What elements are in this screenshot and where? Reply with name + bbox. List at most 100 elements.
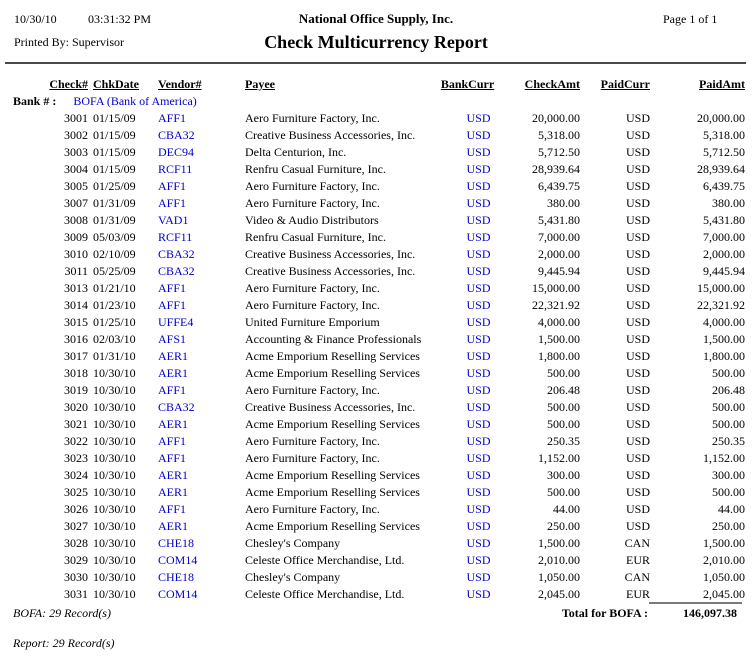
cell-paid-curr: CAN: [624, 536, 650, 550]
cell-vendor-link[interactable]: AFF1: [158, 434, 187, 448]
table-row: 3027 10/30/10 AER1 Acme Emporium Reselling …: [0, 518, 745, 535]
total-divider: [649, 602, 742, 604]
cell-vendor-link[interactable]: CBA32: [158, 247, 195, 261]
cell-bank-curr[interactable]: USD: [466, 553, 491, 567]
cell-bank-curr[interactable]: USD: [466, 111, 491, 125]
cell-chk-date: 02/03/10: [93, 332, 136, 346]
cell-payee: United Furniture Emporium: [245, 315, 380, 329]
cell-check-amt: 2,045.00: [538, 587, 580, 601]
cell-bank-curr[interactable]: USD: [466, 434, 491, 448]
cell-check-amt: 206.48: [547, 383, 580, 397]
cell-bank-curr[interactable]: USD: [466, 128, 491, 142]
cell-vendor-link[interactable]: AER1: [158, 366, 188, 380]
cell-bank-curr[interactable]: USD: [466, 179, 491, 193]
cell-bank-curr[interactable]: USD: [466, 451, 491, 465]
cell-bank-curr[interactable]: USD: [466, 281, 491, 295]
cell-vendor-link[interactable]: CBA32: [158, 264, 195, 278]
cell-vendor-link[interactable]: AFF1: [158, 179, 187, 193]
cell-paid-amt: 5,712.50: [703, 145, 745, 159]
cell-vendor-link[interactable]: CBA32: [158, 128, 195, 142]
cell-vendor-link[interactable]: AFF1: [158, 451, 187, 465]
cell-bank-curr[interactable]: USD: [466, 196, 491, 210]
cell-vendor-link[interactable]: AFF1: [158, 196, 187, 210]
cell-paid-curr: USD: [625, 502, 650, 516]
cell-paid-curr: USD: [625, 145, 650, 159]
cell-vendor-link[interactable]: AER1: [158, 349, 188, 363]
cell-vendor-link[interactable]: RCF11: [158, 230, 193, 244]
cell-vendor-link[interactable]: AFF1: [158, 383, 187, 397]
cell-check-amt: 1,152.00: [538, 451, 580, 465]
table-row: 3028 10/30/10 CHE18 Chesley's Company USD 1,5…: [0, 535, 745, 552]
cell-bank-curr[interactable]: USD: [466, 485, 491, 499]
cell-vendor-link[interactable]: AER1: [158, 519, 188, 533]
table-row: 3002 01/15/09 CBA32 Creative Business Acces…: [0, 127, 745, 144]
cell-bank-curr[interactable]: USD: [466, 230, 491, 244]
cell-vendor-link[interactable]: CHE18: [158, 570, 194, 584]
cell-bank-curr[interactable]: USD: [466, 536, 491, 550]
cell-vendor-link[interactable]: AFF1: [158, 281, 187, 295]
cell-paid-amt: 1,050.00: [703, 570, 745, 584]
cell-paid-curr: USD: [625, 128, 650, 142]
cell-bank-curr[interactable]: USD: [466, 145, 491, 159]
cell-vendor-link[interactable]: AER1: [158, 485, 188, 499]
cell-bank-curr[interactable]: USD: [466, 502, 491, 516]
cell-bank-curr[interactable]: USD: [466, 298, 491, 312]
cell-bank-curr[interactable]: USD: [466, 332, 491, 346]
cell-bank-curr[interactable]: USD: [466, 570, 491, 584]
cell-check-amt: 500.00: [547, 400, 580, 414]
cell-vendor-link[interactable]: CHE18: [158, 536, 194, 550]
cell-bank-curr[interactable]: USD: [466, 417, 491, 431]
cell-paid-amt: 6,439.75: [703, 179, 745, 193]
table-row: 3020 10/30/10 CBA32 Creative Business Acces…: [0, 399, 745, 416]
cell-payee: Aero Furniture Factory, Inc.: [245, 451, 380, 465]
cell-vendor-link[interactable]: AER1: [158, 417, 188, 431]
cell-payee: Aero Furniture Factory, Inc.: [245, 383, 380, 397]
cell-check-amt: 250.35: [547, 434, 580, 448]
cell-paid-amt: 4,000.00: [703, 315, 745, 329]
cell-paid-amt: 380.00: [712, 196, 745, 210]
cell-chk-date: 10/30/10: [93, 366, 136, 380]
cell-bank-curr[interactable]: USD: [466, 400, 491, 414]
cell-chk-date: 10/30/10: [93, 417, 136, 431]
cell-vendor-link[interactable]: CBA32: [158, 400, 195, 414]
col-header-paid-curr: PaidCurr: [600, 77, 650, 91]
cell-check-amt: 4,000.00: [538, 315, 580, 329]
cell-vendor-link[interactable]: VAD1: [158, 213, 189, 227]
cell-bank-curr[interactable]: USD: [466, 383, 491, 397]
cell-bank-curr[interactable]: USD: [466, 247, 491, 261]
cell-chk-date: 01/15/09: [93, 128, 136, 142]
col-header-chk-date: ChkDate: [93, 77, 140, 91]
cell-bank-curr[interactable]: USD: [466, 366, 491, 380]
cell-bank-curr[interactable]: USD: [466, 162, 491, 176]
cell-vendor-link[interactable]: DEC94: [158, 145, 194, 159]
cell-paid-amt: 5,318.00: [703, 128, 745, 142]
cell-chk-date: 01/31/09: [93, 196, 136, 210]
cell-bank-curr[interactable]: USD: [466, 349, 491, 363]
cell-vendor-link[interactable]: AFS1: [158, 332, 187, 346]
cell-vendor-link[interactable]: UFFE4: [158, 315, 194, 329]
cell-paid-curr: USD: [625, 247, 650, 261]
cell-paid-curr: USD: [625, 349, 650, 363]
cell-vendor-link[interactable]: COM14: [158, 553, 198, 567]
cell-bank-curr[interactable]: USD: [466, 468, 491, 482]
cell-vendor-link[interactable]: AFF1: [158, 502, 187, 516]
bank-link[interactable]: BOFA (Bank of America): [73, 94, 197, 108]
cell-vendor-link[interactable]: AER1: [158, 468, 188, 482]
cell-bank-curr[interactable]: USD: [466, 315, 491, 329]
cell-check-number: 3021: [64, 417, 88, 431]
cell-vendor-link[interactable]: COM14: [158, 587, 198, 601]
cell-payee: Aero Furniture Factory, Inc.: [245, 111, 380, 125]
cell-bank-curr[interactable]: USD: [466, 587, 491, 601]
cell-check-number: 3016: [64, 332, 88, 346]
cell-bank-curr[interactable]: USD: [466, 519, 491, 533]
cell-check-number: 3004: [64, 162, 88, 176]
cell-vendor-link[interactable]: RCF11: [158, 162, 193, 176]
cell-vendor-link[interactable]: AFF1: [158, 111, 187, 125]
cell-check-number: 3031: [64, 587, 88, 601]
bank-number-label: Bank # :: [13, 94, 57, 108]
cell-vendor-link[interactable]: AFF1: [158, 298, 187, 312]
cell-chk-date: 10/30/10: [93, 468, 136, 482]
cell-bank-curr[interactable]: USD: [466, 213, 491, 227]
cell-check-amt: 500.00: [547, 485, 580, 499]
cell-bank-curr[interactable]: USD: [466, 264, 491, 278]
